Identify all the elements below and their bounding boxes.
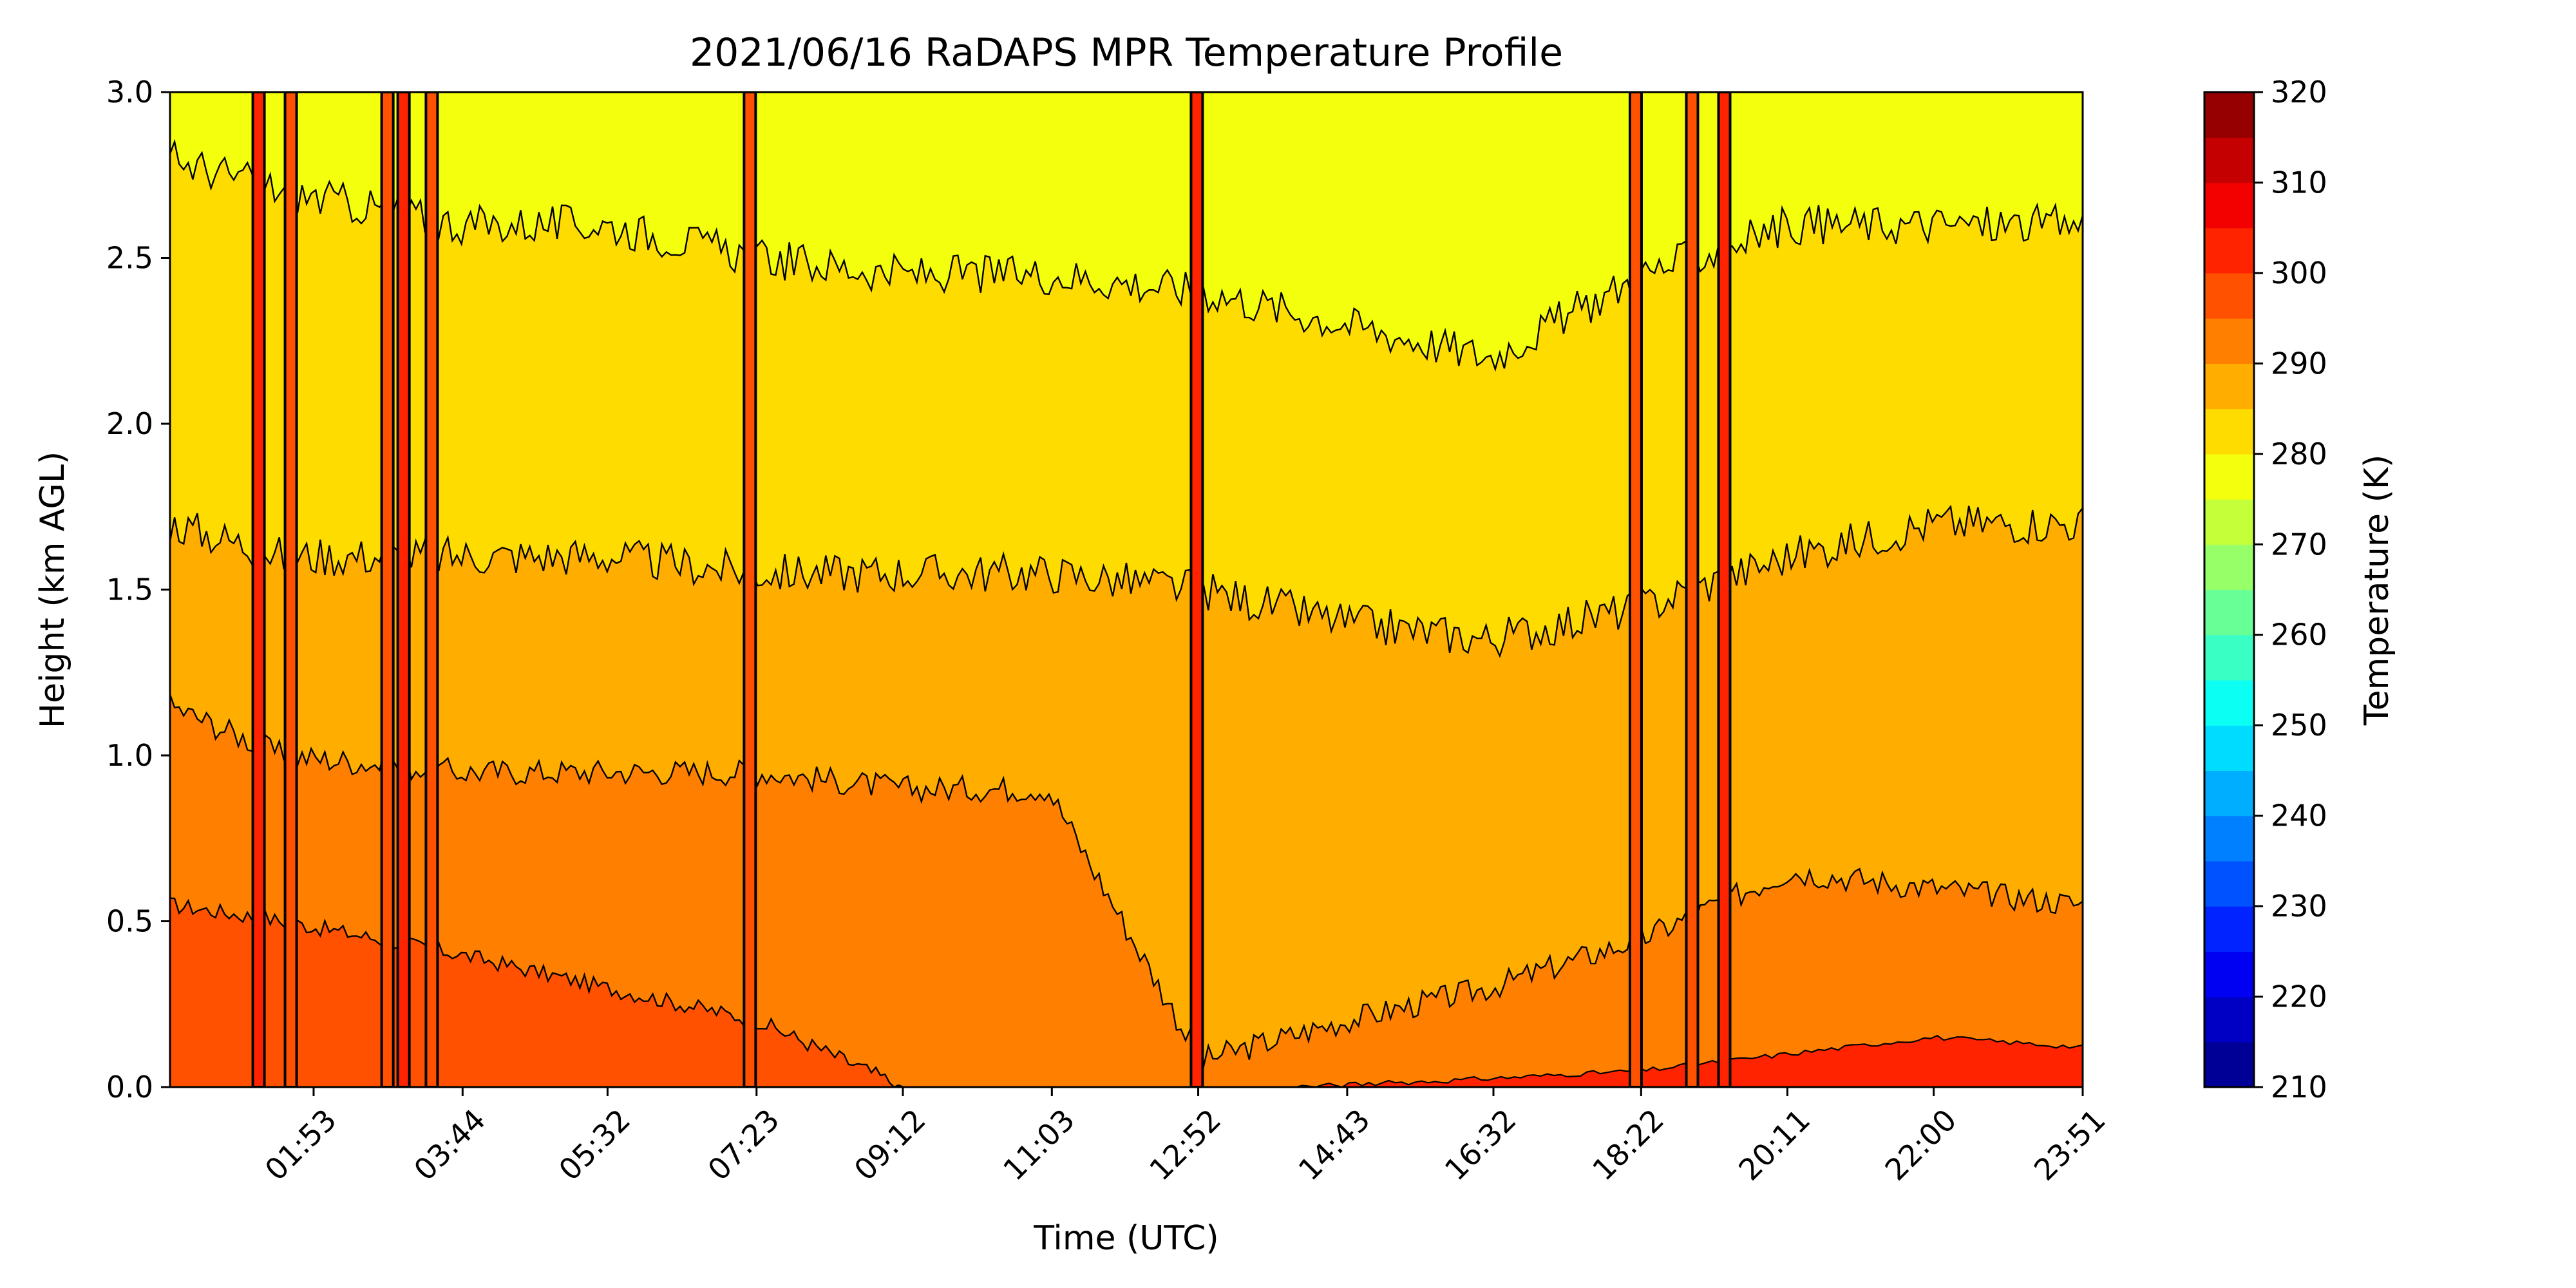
colorbar-segment: [2204, 860, 2254, 907]
colorbar-tick-label: 320: [2271, 75, 2327, 109]
temperature-band-1: [170, 694, 2083, 1087]
colorbar-label: Temperature (K): [2358, 455, 2396, 726]
outlier-column: [424, 92, 439, 1087]
x-tick-label: 23:51: [2027, 1103, 2112, 1188]
outlier-column: [283, 92, 298, 1087]
y-tick-label: 1.5: [106, 573, 153, 607]
colorbar-segment: [2204, 453, 2254, 500]
colorbar-segment: [2204, 92, 2254, 138]
colorbar-tick-label: 220: [2271, 980, 2327, 1014]
colorbar-segment: [2204, 634, 2254, 681]
x-tick-label: 11:03: [996, 1103, 1081, 1188]
colorbar-tick-label: 290: [2271, 346, 2327, 381]
colorbar-tick-label: 270: [2271, 527, 2327, 562]
temperature-band-3: [170, 142, 2083, 656]
x-tick-label: 09:12: [848, 1103, 933, 1188]
outlier-column: [396, 92, 411, 1087]
outlier-columns: [251, 92, 1732, 1087]
x-tick-label: 07:23: [701, 1103, 786, 1188]
colorbar-segment: [2204, 227, 2254, 274]
colorbar-segment: [2204, 363, 2254, 410]
isotherm-280: [170, 138, 2083, 372]
colorbar-segment: [2204, 272, 2254, 319]
x-tick-label: 05:32: [552, 1103, 637, 1188]
colorbar-tick-label: 300: [2271, 256, 2327, 290]
y-tick-label: 0.0: [106, 1070, 153, 1104]
temperature-band-4: [170, 92, 2083, 370]
colorbar: 210 220 230 240 250 260 270 280 290 300 310 320: [2203, 75, 2327, 1104]
colorbar-segment: [2204, 408, 2254, 455]
colorbar-segment: [2204, 725, 2254, 772]
x-tick-label: 01:53: [258, 1103, 343, 1188]
x-tick-label: 18:22: [1586, 1103, 1671, 1188]
colorbar-segment: [2204, 589, 2254, 636]
x-tick-label: 12:52: [1142, 1103, 1227, 1188]
colorbar-frame: [2203, 91, 2255, 1088]
plot-area: [170, 92, 2083, 1087]
outlier-column: [1717, 92, 1732, 1087]
colorbar-segment: [2204, 318, 2254, 364]
isotherm-lines: [170, 138, 2083, 1087]
colorbar-segment: [2204, 182, 2254, 229]
x-tick-label: 14:43: [1292, 1103, 1377, 1188]
y-axis: 0.0 0.5 1.0 1.5 2.0 2.5 3.0: [106, 75, 170, 1104]
colorbar-segment: [2204, 906, 2254, 952]
colorbar-tick-label: 280: [2271, 437, 2327, 471]
y-tick-label: 2.0: [106, 406, 153, 441]
y-tick-label: 2.5: [106, 241, 153, 276]
colorbar-tick-label: 210: [2271, 1070, 2327, 1104]
y-tick-label: 3.0: [106, 75, 153, 109]
outlier-column: [1189, 92, 1204, 1087]
colorbar-segment: [2204, 544, 2254, 591]
colorbar-tick-label: 240: [2271, 799, 2327, 833]
colorbar-tick-label: 260: [2271, 618, 2327, 652]
colorbar-segment: [2204, 951, 2254, 998]
x-tick-label: 22:00: [1879, 1103, 1964, 1188]
colorbar-tick-label: 250: [2271, 708, 2327, 743]
chart-title: 2021/06/16 RaDAPS MPR Temperature Profil…: [690, 30, 1563, 75]
temperature-band-2: [170, 506, 2083, 1066]
colorbar-segment: [2204, 815, 2254, 862]
isotherm-295: [170, 897, 2083, 1087]
colorbar-segment: [2204, 770, 2254, 817]
colorbar-tick-label: 310: [2271, 165, 2327, 200]
temperature-band-0: [170, 898, 2083, 1087]
outlier-column: [1685, 92, 1700, 1087]
temperature-bands: [170, 92, 2083, 1087]
y-axis-label: Height (km AGL): [33, 451, 72, 728]
colorbar-segment: [2204, 996, 2254, 1043]
x-axis: 01:53 03:44 05:32 07:23 09:12 11:03 12:52 14:43…: [258, 1087, 2112, 1188]
colorbar-segment: [2204, 1041, 2254, 1088]
outlier-column: [251, 92, 266, 1087]
x-axis-label: Time (UTC): [1033, 1219, 1218, 1258]
y-tick-label: 0.5: [106, 904, 153, 939]
x-tick-label: 03:44: [407, 1103, 492, 1188]
colorbar-segment: [2204, 499, 2254, 545]
isotherm-285: [170, 504, 2083, 658]
outlier-column: [743, 92, 757, 1087]
outlier-column: [1628, 92, 1643, 1087]
isotherm-290: [170, 694, 2083, 1069]
colorbar-segment: [2204, 137, 2254, 184]
y-tick-label: 1.0: [106, 738, 153, 773]
colorbar-tick-label: 230: [2271, 889, 2327, 923]
x-tick-label: 16:32: [1438, 1103, 1523, 1188]
x-tick-label: 20:11: [1732, 1103, 1817, 1188]
outlier-column: [380, 92, 395, 1087]
colorbar-segment: [2204, 679, 2254, 726]
